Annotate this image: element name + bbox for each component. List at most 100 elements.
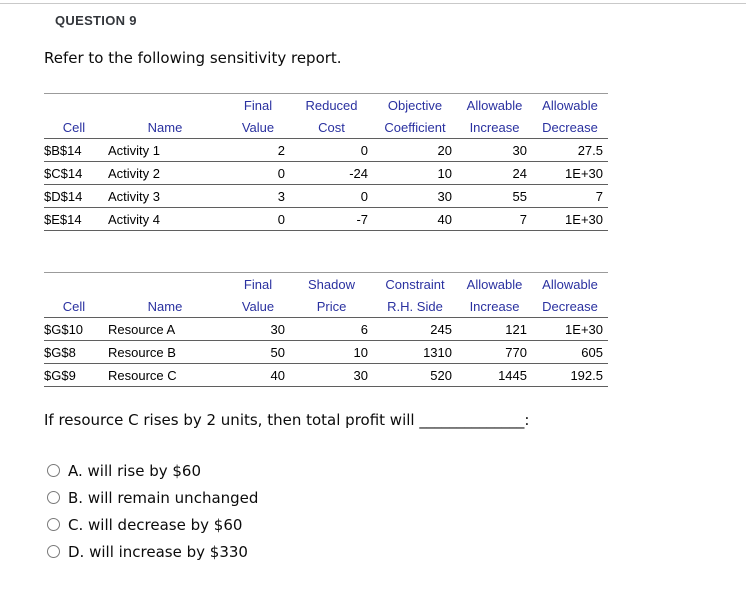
top-divider: [0, 3, 746, 4]
choice-label[interactable]: D. will increase by $330: [68, 542, 248, 561]
table-row: $B$14 Activity 1 2 0 20 30 27.5: [44, 138, 608, 162]
cell-value: 50: [226, 340, 290, 364]
cell-ref: $C$14: [44, 161, 104, 185]
cell-name: Resource A: [104, 317, 226, 341]
question-number-heading: QUESTION 9: [55, 13, 137, 28]
cell-value: 40: [226, 363, 290, 387]
cell-value: 0: [226, 161, 290, 185]
cell-value: 121: [457, 317, 532, 341]
column-header: Name: [104, 116, 226, 139]
variable-cells-table: Final Reduced Objective Allowable Allowa…: [44, 93, 608, 231]
cell-value: 0: [226, 207, 290, 231]
column-header: [104, 273, 226, 296]
column-header: [44, 273, 104, 296]
radio-button-icon[interactable]: [47, 545, 60, 558]
cell-value: 0: [290, 184, 373, 208]
table-row: $E$14 Activity 4 0 -7 40 7 1E+30: [44, 207, 608, 231]
cell-name: Activity 2: [104, 161, 226, 185]
column-header: R.H. Side: [373, 295, 457, 318]
cell-value: 24: [457, 161, 532, 185]
column-header: Constraint: [385, 276, 445, 292]
column-header: Decrease: [532, 295, 608, 318]
cell-value: 30: [457, 138, 532, 162]
table-header-row: Cell Name Value Price R.H. Side Increase…: [44, 295, 608, 318]
cell-value: 6: [290, 317, 373, 341]
cell-name: Activity 4: [104, 207, 226, 231]
cell-value: 10: [290, 340, 373, 364]
cell-value: 605: [532, 340, 608, 364]
choice-label[interactable]: B. will remain unchanged: [68, 488, 259, 507]
prompt-blank: ______________: [419, 411, 525, 429]
cell-value: 1E+30: [532, 207, 608, 231]
cell-value: 520: [373, 363, 457, 387]
column-header: Objective: [387, 97, 443, 113]
table-row: $G$8 Resource B 50 10 1310 770 605: [44, 340, 608, 364]
cell-ref: $D$14: [44, 184, 104, 208]
column-header: Increase: [457, 295, 532, 318]
cell-value: 3: [226, 184, 290, 208]
choice-option-c[interactable]: C. will decrease by $60: [47, 511, 746, 538]
choice-label[interactable]: C. will decrease by $60: [68, 515, 243, 534]
cell-ref: $G$9: [44, 363, 104, 387]
column-header: Increase: [457, 116, 532, 139]
column-header: Price: [290, 295, 373, 318]
cell-value: 0: [290, 138, 373, 162]
table-header-row: Final Reduced Objective Allowable Allowa…: [44, 94, 608, 117]
column-header: Cell: [44, 295, 104, 318]
cell-value: 10: [373, 161, 457, 185]
column-header: Value: [226, 295, 290, 318]
cell-value: 192.5: [532, 363, 608, 387]
cell-value: 20: [373, 138, 457, 162]
cell-value: 7: [457, 207, 532, 231]
cell-value: 245: [373, 317, 457, 341]
column-header: Allowable: [466, 276, 523, 292]
answer-choices: A. will rise by $60 B. will remain uncha…: [47, 457, 746, 565]
radio-button-icon[interactable]: [47, 518, 60, 531]
table-row: $G$10 Resource A 30 6 245 121 1E+30: [44, 317, 608, 341]
column-header: Final: [243, 97, 273, 113]
radio-button-icon[interactable]: [47, 464, 60, 477]
table-header-row: Final Shadow Constraint Allowable Allowa…: [44, 273, 608, 296]
cell-ref: $G$10: [44, 317, 104, 341]
prompt-text: If resource C rises by 2 units, then tot…: [44, 411, 415, 429]
cell-value: 40: [373, 207, 457, 231]
cell-value: 1445: [457, 363, 532, 387]
radio-button-icon[interactable]: [47, 491, 60, 504]
column-header: Shadow: [308, 276, 355, 292]
cell-value: 30: [373, 184, 457, 208]
column-header: Allowable: [542, 276, 598, 292]
cell-value: 30: [226, 317, 290, 341]
cell-ref: $B$14: [44, 138, 104, 162]
column-header: Final: [243, 276, 273, 292]
table-header-row: Cell Name Value Cost Coefficient Increas…: [44, 116, 608, 139]
column-header: [44, 94, 104, 117]
cell-value: 770: [457, 340, 532, 364]
column-header: Cell: [44, 116, 104, 139]
column-header: Value: [226, 116, 290, 139]
cell-name: Activity 3: [104, 184, 226, 208]
column-header: Name: [104, 295, 226, 318]
choice-option-b[interactable]: B. will remain unchanged: [47, 484, 746, 511]
cell-value: -7: [290, 207, 373, 231]
cell-ref: $E$14: [44, 207, 104, 231]
constraints-table: Final Shadow Constraint Allowable Allowa…: [44, 272, 608, 387]
column-header: Coefficient: [373, 116, 457, 139]
cell-value: 7: [532, 184, 608, 208]
prompt-suffix: :: [524, 411, 530, 429]
table-row: $D$14 Activity 3 3 0 30 55 7: [44, 184, 608, 208]
question-prompt: If resource C rises by 2 units, then tot…: [44, 411, 746, 430]
choice-option-d[interactable]: D. will increase by $330: [47, 538, 746, 565]
cell-value: 55: [457, 184, 532, 208]
cell-value: 1310: [373, 340, 457, 364]
column-header: Decrease: [532, 116, 608, 139]
column-header: Allowable: [542, 97, 598, 113]
cell-name: Resource B: [104, 340, 226, 364]
choice-label[interactable]: A. will rise by $60: [68, 461, 202, 480]
column-header: Allowable: [466, 97, 523, 113]
choice-option-a[interactable]: A. will rise by $60: [47, 457, 746, 484]
cell-name: Resource C: [104, 363, 226, 387]
question-intro-text: Refer to the following sensitivity repor…: [44, 49, 342, 67]
cell-value: 27.5: [532, 138, 608, 162]
cell-value: 1E+30: [532, 161, 608, 185]
